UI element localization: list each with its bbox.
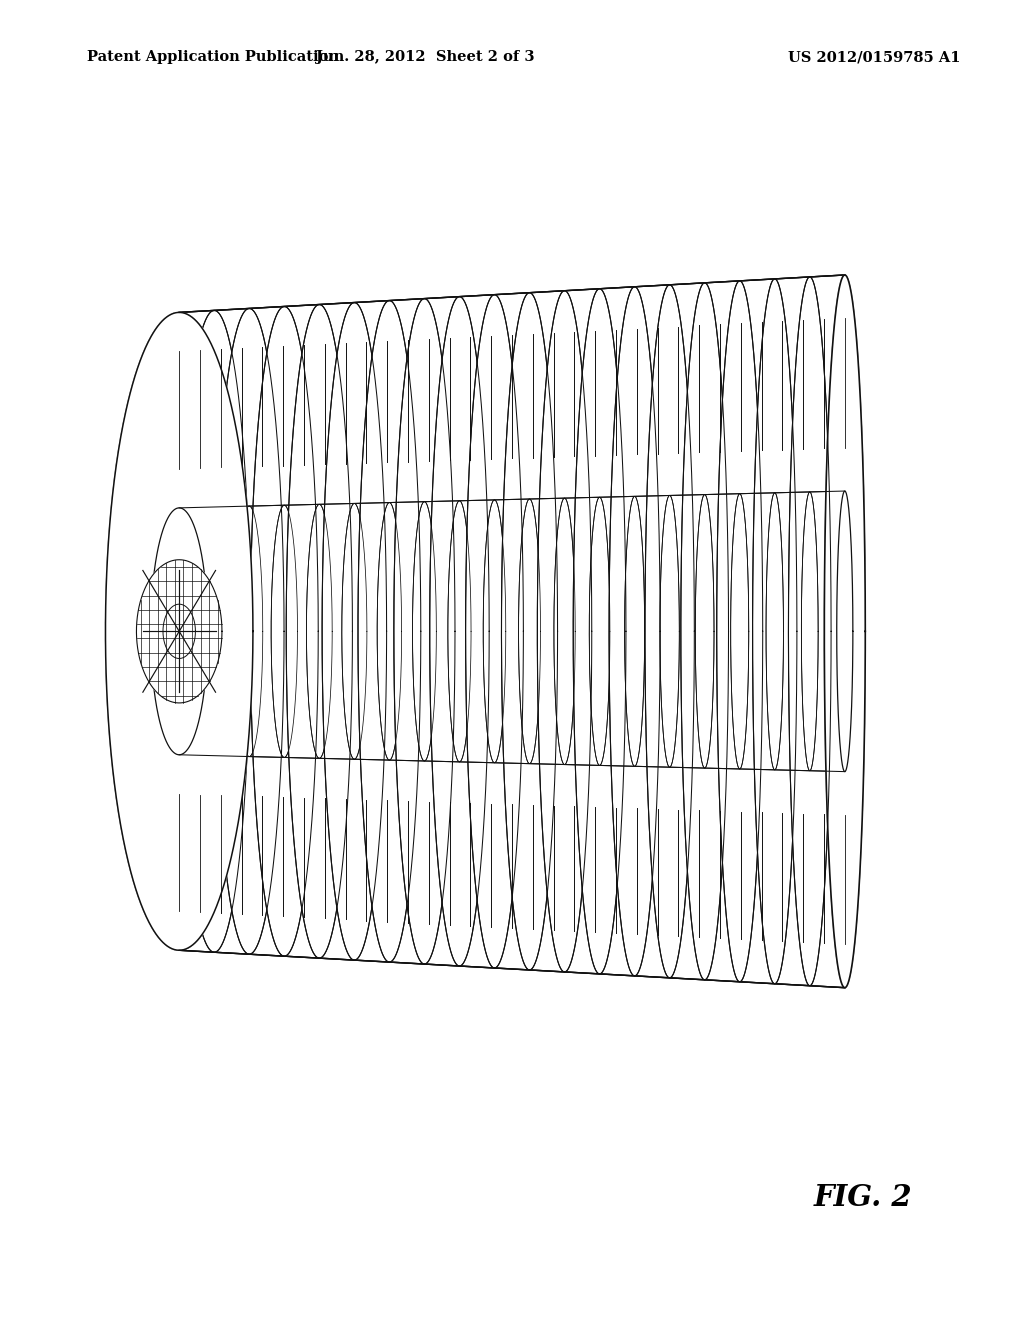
Polygon shape — [589, 498, 610, 766]
Polygon shape — [609, 286, 660, 975]
Polygon shape — [413, 502, 436, 762]
Polygon shape — [105, 313, 253, 950]
Polygon shape — [753, 279, 797, 983]
Polygon shape — [178, 310, 250, 952]
Text: Patent Application Publication: Patent Application Publication — [87, 50, 339, 65]
Polygon shape — [466, 294, 523, 968]
Polygon shape — [306, 504, 332, 758]
Polygon shape — [447, 500, 471, 762]
Polygon shape — [136, 560, 222, 704]
Polygon shape — [250, 306, 318, 956]
Text: US 2012/0159785 A1: US 2012/0159785 A1 — [788, 50, 961, 65]
Polygon shape — [105, 313, 253, 950]
Polygon shape — [788, 277, 831, 986]
Polygon shape — [625, 496, 645, 767]
Polygon shape — [645, 285, 694, 978]
Polygon shape — [430, 297, 489, 966]
Polygon shape — [502, 293, 557, 970]
Polygon shape — [287, 305, 352, 958]
Polygon shape — [824, 275, 865, 987]
Polygon shape — [342, 503, 367, 759]
Polygon shape — [659, 495, 679, 767]
Text: Jun. 28, 2012  Sheet 2 of 3: Jun. 28, 2012 Sheet 2 of 3 — [315, 50, 535, 65]
Text: FIG. 2: FIG. 2 — [814, 1183, 912, 1212]
Polygon shape — [824, 275, 865, 987]
Polygon shape — [554, 498, 575, 764]
Polygon shape — [573, 289, 626, 974]
Polygon shape — [236, 506, 263, 756]
Polygon shape — [681, 282, 728, 979]
Polygon shape — [717, 281, 763, 982]
Polygon shape — [214, 309, 284, 954]
Polygon shape — [358, 301, 421, 962]
Polygon shape — [518, 499, 541, 764]
Polygon shape — [766, 492, 783, 770]
Polygon shape — [151, 508, 208, 755]
Polygon shape — [538, 290, 592, 972]
Polygon shape — [201, 507, 228, 755]
Polygon shape — [323, 302, 387, 960]
Polygon shape — [271, 506, 297, 758]
Polygon shape — [394, 298, 455, 964]
Polygon shape — [136, 560, 222, 704]
Polygon shape — [151, 508, 208, 755]
Polygon shape — [483, 500, 506, 763]
Polygon shape — [695, 495, 714, 768]
Polygon shape — [837, 491, 853, 772]
Polygon shape — [731, 494, 749, 770]
Polygon shape — [837, 491, 853, 772]
Polygon shape — [179, 275, 845, 508]
Polygon shape — [802, 492, 818, 771]
Polygon shape — [179, 755, 845, 987]
Polygon shape — [377, 503, 401, 760]
